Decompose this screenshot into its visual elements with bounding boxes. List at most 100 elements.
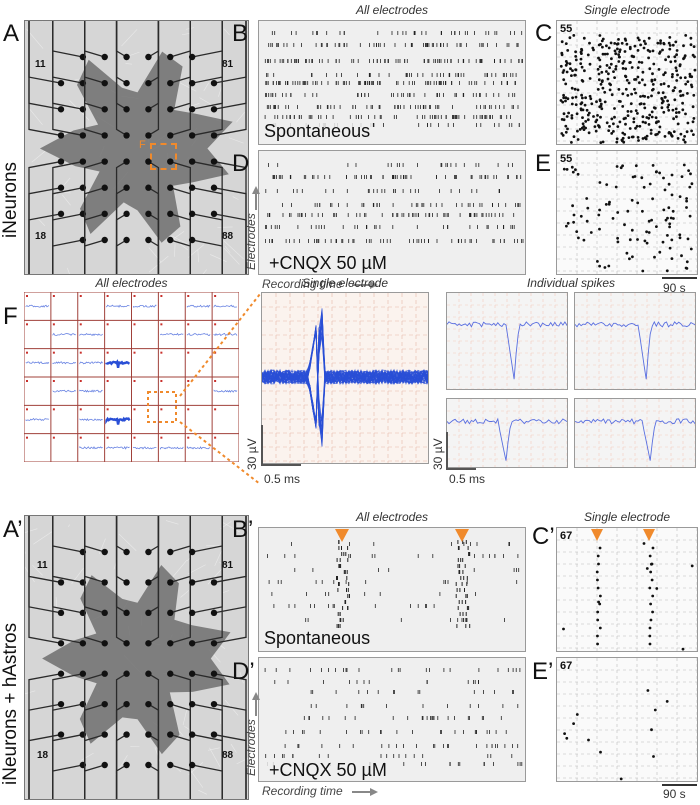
spike-dot bbox=[685, 206, 688, 209]
electrode-dot bbox=[145, 640, 152, 647]
channel-marker bbox=[160, 408, 163, 411]
burst-marker-2 bbox=[455, 529, 469, 542]
spike-dot bbox=[673, 98, 677, 102]
spike-dot bbox=[618, 48, 622, 52]
arrow-up-icon bbox=[252, 186, 260, 194]
spike-dot bbox=[633, 87, 636, 91]
channel-trace bbox=[186, 333, 211, 336]
burst-dot bbox=[596, 642, 599, 646]
spike-dot bbox=[643, 83, 647, 87]
texture-fiber bbox=[71, 567, 84, 585]
spike-dot bbox=[610, 93, 614, 97]
electrode-dot bbox=[123, 579, 130, 586]
electrode-label-88: 88 bbox=[222, 750, 234, 761]
spike-dot bbox=[562, 627, 565, 631]
texture-fiber bbox=[232, 196, 239, 200]
spike-dot bbox=[653, 255, 656, 259]
electrode-dot bbox=[188, 670, 196, 677]
channel-marker bbox=[214, 436, 217, 439]
spike-dot bbox=[660, 106, 664, 110]
spike-dot bbox=[585, 219, 589, 223]
electrode-dot bbox=[123, 210, 130, 218]
spike-dot bbox=[676, 122, 680, 126]
spike-dot bbox=[679, 76, 683, 80]
electrode-dot bbox=[188, 640, 196, 647]
spike-dot bbox=[645, 116, 649, 119]
burst-dot bbox=[648, 634, 652, 638]
spike-dot bbox=[652, 62, 656, 66]
spike-dot bbox=[691, 120, 695, 124]
panel-label-F: F bbox=[3, 303, 18, 330]
spike-dot bbox=[635, 124, 639, 128]
spike-dot bbox=[612, 122, 615, 126]
channel-marker bbox=[79, 351, 82, 354]
electrode-dot bbox=[145, 700, 152, 708]
spike-dot bbox=[622, 60, 626, 63]
spike-dot bbox=[644, 42, 647, 46]
channel-marker bbox=[26, 323, 28, 326]
spike-dot bbox=[667, 55, 670, 59]
spike-dot bbox=[663, 95, 667, 99]
burst-dot bbox=[650, 562, 654, 566]
spike-dot bbox=[609, 62, 613, 66]
spike-dot bbox=[616, 47, 619, 51]
spike-dot bbox=[624, 87, 628, 91]
time-scale-label-2: 0.5 ms bbox=[449, 472, 486, 486]
electrode-dot bbox=[123, 106, 130, 113]
spike-dot bbox=[646, 95, 650, 99]
spike-dot bbox=[570, 86, 574, 90]
spike-dot bbox=[665, 700, 669, 703]
mea-photo-ineurons: 11 81 18 88 F bbox=[24, 20, 249, 275]
electrode-dot bbox=[101, 210, 108, 218]
spike-dot bbox=[596, 88, 600, 91]
electrode-dot bbox=[188, 132, 196, 139]
spike-dot bbox=[576, 129, 579, 133]
spike-dot bbox=[629, 102, 633, 105]
spike-dot bbox=[575, 112, 579, 116]
spike-dot bbox=[662, 176, 665, 180]
channel-marker bbox=[187, 380, 190, 382]
electrode-dot bbox=[123, 731, 130, 738]
electrode-dot bbox=[188, 184, 196, 191]
electrode-dot bbox=[167, 106, 174, 113]
spike-dot bbox=[643, 95, 647, 98]
spike-dot bbox=[689, 36, 693, 40]
spike-dot bbox=[678, 90, 682, 93]
spike-dot bbox=[673, 55, 677, 59]
spike-dot bbox=[599, 115, 602, 119]
channel-trace bbox=[25, 417, 49, 422]
texture-fiber bbox=[67, 267, 70, 274]
spike-dot bbox=[682, 163, 686, 167]
electrode-dot bbox=[188, 79, 196, 87]
spike-dot bbox=[599, 43, 602, 46]
spike-dot bbox=[684, 34, 688, 37]
spike-dot bbox=[658, 171, 661, 175]
channel-marker bbox=[133, 323, 136, 326]
spike-dot bbox=[663, 71, 667, 75]
electrode-dot bbox=[167, 548, 174, 556]
spike-dot bbox=[567, 111, 570, 115]
spike-dot bbox=[690, 564, 694, 568]
texture-fiber bbox=[203, 82, 210, 92]
spike-dot bbox=[574, 68, 578, 72]
spike-dot bbox=[652, 106, 656, 109]
spike-dot bbox=[655, 587, 659, 590]
arrow-up-icon-2 bbox=[252, 692, 260, 700]
spike-dot bbox=[669, 216, 673, 220]
electrode-dot bbox=[210, 184, 218, 191]
electrode-dot bbox=[123, 640, 130, 647]
spike-dot bbox=[683, 76, 687, 79]
electrode-dot bbox=[101, 609, 108, 617]
spike-dot bbox=[581, 116, 584, 119]
spike-dot bbox=[596, 67, 600, 71]
spike-dot bbox=[625, 251, 629, 255]
spike-dot bbox=[649, 132, 653, 135]
side-label-ineurons-hastros: iNeurons + hAstros bbox=[0, 622, 21, 785]
spike-dot bbox=[684, 82, 688, 86]
electrode-dot bbox=[210, 700, 218, 708]
channel-marker bbox=[52, 436, 55, 439]
spike-dot bbox=[564, 63, 568, 67]
channel-marker bbox=[79, 380, 82, 382]
spike-dot bbox=[618, 120, 622, 124]
spike-dot bbox=[688, 72, 692, 76]
